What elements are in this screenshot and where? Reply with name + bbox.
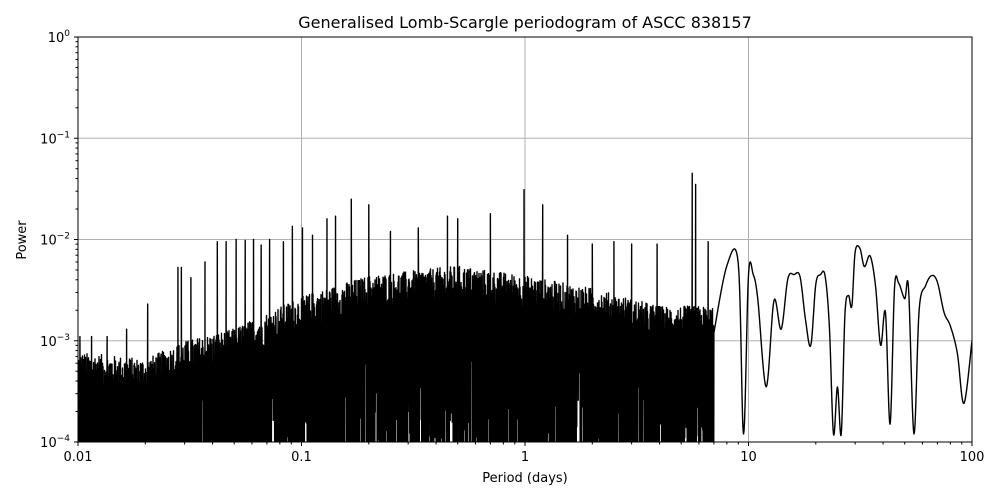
x-tick-labels: 0.01 0.1 1 10 100 [64,450,985,465]
power-series-line [78,172,972,442]
x-axis-label: Period (days) [482,471,568,486]
x-tick-label: 0.01 [64,450,93,465]
y-tick-label: 10−1 [40,130,70,147]
x-tick-label: 0.1 [291,450,312,465]
x-tick-label: 100 [960,450,985,465]
chart-title: Generalised Lomb-Scargle periodogram of … [298,13,752,32]
x-tick-label: 10 [740,450,757,465]
y-tick-label: 10−4 [40,434,70,451]
y-tick-label: 100 [48,29,71,46]
x-tick-label: 1 [521,450,529,465]
axis-ticks [74,36,973,446]
y-tick-labels: 10−4 10−3 10−2 10−1 100 [40,29,70,451]
y-axis-label: Power [15,220,30,260]
y-tick-label: 10−2 [40,232,70,249]
y-tick-label: 10−3 [40,333,70,350]
